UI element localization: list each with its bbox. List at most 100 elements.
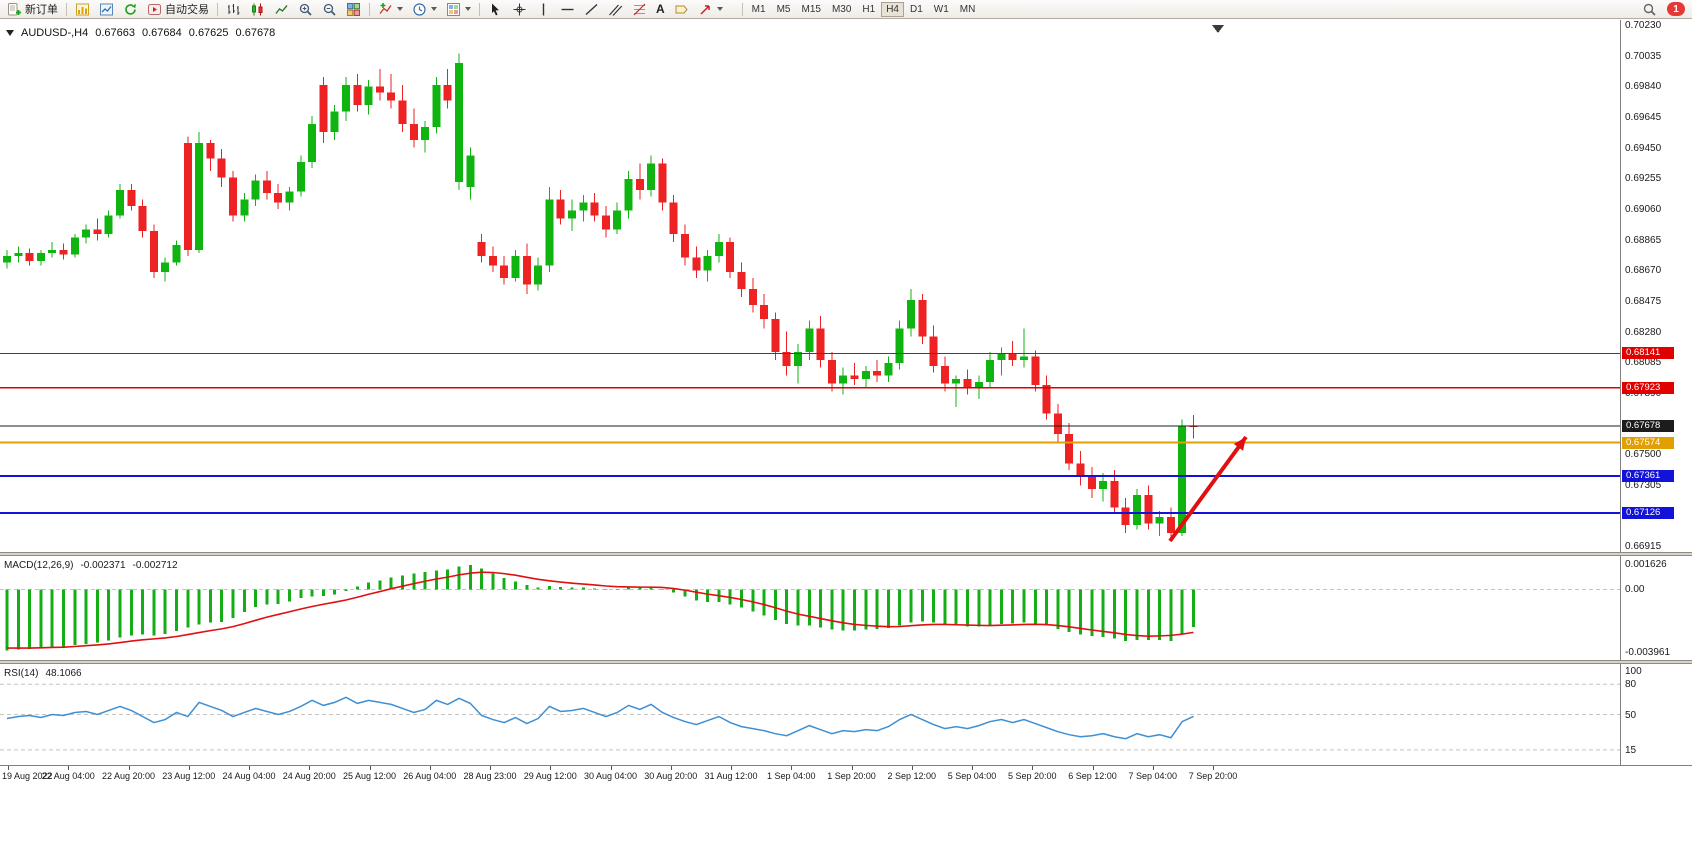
time-tick-label: 5 Sep 04:00 — [947, 771, 997, 781]
time-tick-label: 7 Sep 20:00 — [1188, 771, 1238, 781]
bar-chart-icon — [228, 3, 240, 15]
vertical-line-tool-button[interactable] — [532, 1, 555, 18]
market-watch-icon — [76, 3, 89, 15]
arrows-icon — [700, 4, 710, 15]
ohlc-header: AUDUSD-,H4 0.67663 0.67684 0.67625 0.676… — [6, 27, 275, 39]
templates-icon — [447, 2, 460, 16]
crosshair-tool-button[interactable] — [508, 1, 531, 18]
time-tick-label: 30 Aug 20:00 — [644, 771, 698, 781]
axis-tick-label: 50 — [1625, 709, 1637, 721]
axis-tick-label: 0.69060 — [1625, 203, 1662, 215]
axis-tick-label: 15 — [1625, 744, 1637, 756]
vertical-line-icon — [542, 3, 545, 15]
timeframe-w1-button[interactable]: W1 — [929, 2, 954, 17]
periods-dropdown-button[interactable] — [408, 1, 441, 18]
rsi-indicator-label: RSI(14) 48.1066 — [4, 668, 82, 679]
bar-chart-button[interactable] — [222, 1, 245, 18]
timeframe-m30-button[interactable]: M30 — [827, 2, 856, 17]
text-tool-button[interactable]: A — [652, 1, 669, 18]
time-tick-label: 28 Aug 23:00 — [463, 771, 517, 781]
notification-badge[interactable]: 1 — [1667, 2, 1685, 16]
time-tick-label: 24 Aug 04:00 — [222, 771, 276, 781]
channel-icon — [609, 4, 623, 16]
macd-indicator-label: MACD(12,26,9) -0.002371 -0.002712 — [4, 560, 178, 571]
indicators-dropdown-button[interactable] — [374, 1, 407, 18]
zoom-in-button[interactable] — [294, 1, 317, 18]
price-tag: 0.67361 — [1622, 470, 1674, 483]
time-tick-label: 2 Sep 12:00 — [887, 771, 937, 781]
axis-tick-label: 0.00 — [1625, 584, 1645, 596]
time-tick — [490, 766, 491, 770]
timeframe-m1-button[interactable]: M1 — [747, 2, 771, 17]
rsi-value: 48.1066 — [45, 668, 82, 679]
price-tag: 0.68141 — [1622, 347, 1674, 360]
time-tick — [128, 766, 130, 770]
toolbar: 新订单 自动交易 — [0, 0, 1692, 19]
search-button[interactable] — [1638, 1, 1661, 18]
refresh-icon — [125, 3, 136, 15]
horizontal-line-tool-button[interactable] — [556, 1, 579, 18]
main-price-plot[interactable] — [0, 20, 1620, 552]
macd-value: -0.002371 — [80, 560, 126, 571]
candlestick-chart-button[interactable] — [246, 1, 269, 18]
time-tick — [249, 766, 250, 770]
autotrading-label: 自动交易 — [165, 4, 209, 16]
chart-window-button[interactable] — [95, 1, 118, 18]
price-tag: 0.67574 — [1622, 436, 1674, 449]
axis-tick-label: 0.66915 — [1625, 541, 1662, 553]
time-tick — [429, 766, 431, 770]
time-tick-label: 31 Aug 12:00 — [704, 771, 758, 781]
arrows-dropdown-button[interactable] — [694, 1, 727, 18]
macd-pane-separator[interactable] — [0, 552, 1692, 556]
time-axis[interactable]: 19 Aug 2022 22 Aug 04:00 22 Aug 20:00 23 Au… — [0, 765, 1692, 789]
tile-windows-button[interactable] — [342, 1, 365, 18]
symbol-label: AUDUSD-,H4 — [21, 27, 89, 39]
refresh-button[interactable] — [119, 1, 142, 18]
crosshair-icon — [513, 3, 526, 15]
chevron-down-icon — [397, 7, 403, 11]
chart-area: AUDUSD-,H4 0.67663 0.67684 0.67625 0.676… — [0, 20, 1692, 845]
open-value: 0.67663 — [95, 27, 135, 39]
channel-tool-button[interactable] — [604, 1, 627, 18]
price-axis[interactable]: 0.70230 0.70035 0.69840 0.69645 0.69450 0.692… — [1620, 20, 1692, 765]
time-tick-label: 1 Sep 20:00 — [827, 771, 876, 781]
timeframe-h1-button[interactable]: H1 — [857, 2, 880, 17]
axis-tick-label: 0.001626 — [1625, 558, 1667, 570]
macd-plot[interactable] — [0, 556, 1620, 660]
rsi-pane-separator[interactable] — [0, 660, 1692, 664]
trendline-tool-button[interactable] — [580, 1, 603, 18]
zoom-out-button[interactable] — [318, 1, 341, 18]
zoom-in-icon — [299, 3, 312, 16]
time-tick — [670, 766, 672, 770]
new-order-button[interactable]: 新订单 — [3, 1, 62, 18]
search-icon — [1643, 3, 1656, 16]
low-value: 0.67625 — [188, 27, 229, 39]
trendline-icon — [585, 3, 598, 15]
cursor-tool-button[interactable] — [484, 1, 507, 18]
time-tick — [791, 766, 793, 770]
timeframe-d1-button[interactable]: D1 — [905, 2, 928, 17]
rsi-name: RSI(14) — [4, 668, 39, 679]
timeframe-mn-button[interactable]: MN — [955, 2, 981, 17]
market-watch-button[interactable] — [71, 1, 94, 18]
line-chart-button[interactable] — [270, 1, 293, 18]
time-tick-label: 19 Aug 2022 — [2, 771, 53, 781]
label-tool-button[interactable] — [670, 1, 693, 18]
timeframe-m5-button[interactable]: M5 — [772, 2, 796, 17]
time-tick — [369, 766, 371, 770]
time-tick — [1213, 766, 1214, 770]
autotrading-button[interactable]: 自动交易 — [143, 1, 213, 18]
axis-tick-label: 80 — [1625, 679, 1637, 691]
time-tick — [68, 766, 70, 770]
toolbar-separator — [369, 2, 370, 16]
new-order-label: 新订单 — [25, 4, 58, 16]
timeframe-h4-button[interactable]: H4 — [881, 1, 904, 17]
timeframe-m15-button[interactable]: M15 — [796, 2, 825, 17]
rsi-plot[interactable] — [0, 664, 1620, 765]
time-tick — [972, 766, 973, 770]
horizontal-line-icon — [561, 8, 574, 10]
time-tick — [851, 766, 853, 770]
fibonacci-tool-button[interactable] — [628, 1, 651, 18]
templates-dropdown-button[interactable] — [442, 1, 475, 18]
text-icon: A — [656, 2, 665, 16]
